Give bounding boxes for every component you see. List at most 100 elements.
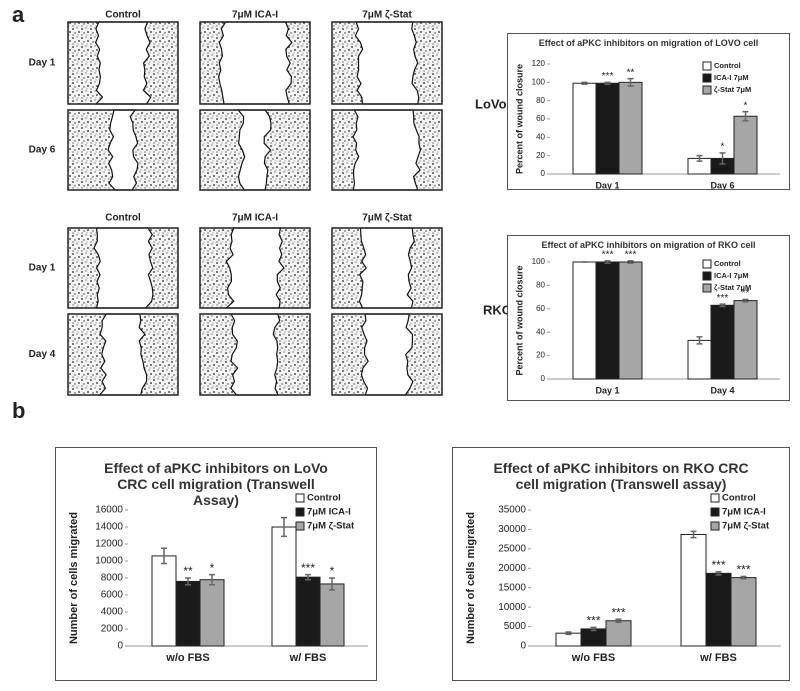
micrograph-frame: [67, 21, 179, 105]
bar: [555, 632, 582, 647]
micrograph-frame: [67, 109, 179, 191]
chart: 0 20 40 60 80 100 Percent of wound closure Day …: [514, 249, 780, 395]
error-bar: [209, 573, 215, 586]
y-tick-label: 8000: [101, 573, 124, 584]
y-tick-label: 40: [536, 327, 545, 336]
bar: [199, 579, 225, 647]
bar: [680, 533, 707, 647]
wound-area: [93, 227, 154, 309]
legend-swatch: [710, 507, 720, 517]
error-bar: [742, 110, 749, 122]
significance-label: *: [210, 561, 215, 575]
panel-label: b: [12, 398, 25, 423]
significance-label: ***: [301, 561, 315, 575]
y-tick-label: 0: [117, 641, 123, 652]
column-label: 7μM ζ-Stat: [362, 213, 412, 224]
y-tick-label: 30000: [498, 524, 526, 535]
chart-box: 0 5000 10000 15000 20000 25000 30000 35000 Numbe…: [452, 447, 790, 681]
legend-swatch: [295, 521, 305, 531]
y-tick-label: 20: [536, 351, 545, 360]
y-axis-label: Percent of wound closure: [514, 265, 524, 375]
chart-box: 0 20 40 60 80 100 120 Percent of wound closure D…: [507, 33, 790, 190]
legend-label: ICA-I 7μM: [714, 271, 749, 280]
error-bar: [740, 575, 747, 580]
y-axis-label: Percent of wound closure: [514, 64, 524, 174]
micrograph-frame: [331, 227, 443, 309]
wound-area: [352, 109, 422, 191]
error-bar: [627, 77, 634, 87]
significance-label: ***: [602, 71, 614, 82]
y-tick-label: 0: [541, 374, 546, 383]
error-bar: [581, 81, 588, 85]
error-bar: [604, 260, 611, 264]
bar: [705, 572, 732, 647]
legend-label: 7μM ICA-I: [307, 507, 351, 518]
legend-swatch: [702, 271, 712, 281]
bar: [730, 577, 757, 647]
bar: [572, 261, 597, 380]
micrograph-frame: [331, 21, 443, 105]
wound-area: [360, 313, 414, 396]
row-label: Day 1: [29, 263, 56, 274]
y-tick-label: 25000: [498, 543, 526, 554]
micrograph-frame: [67, 313, 179, 396]
bar: [319, 583, 345, 647]
cell-line-label: RKO: [483, 302, 512, 317]
column-label: Control: [105, 213, 141, 224]
y-tick-label: 40: [536, 132, 545, 141]
column-label: Control: [105, 10, 141, 21]
y-tick-label: 4000: [101, 607, 124, 618]
y-tick-label: 12000: [95, 539, 123, 550]
legend-swatch: [710, 493, 720, 503]
legend-label: 7μM ζ-Stat: [307, 521, 355, 532]
bar: [710, 304, 735, 380]
x-tick-label: Day 6: [710, 180, 734, 189]
significance-label: ***: [736, 563, 750, 577]
y-tick-label: 0: [541, 169, 546, 178]
y-tick-label: 20000: [498, 563, 526, 574]
micrograph-frame: [331, 109, 443, 191]
chart-title: Effect of aPKC inhibitors on RKO CRC cel…: [493, 460, 749, 492]
legend-swatch: [702, 85, 712, 95]
row-label: Day 1: [29, 58, 56, 69]
y-tick-label: 16000: [95, 505, 123, 516]
y-tick-label: 60: [536, 304, 545, 313]
y-tick-label: 60: [536, 114, 545, 123]
significance-label: **: [742, 288, 750, 299]
legend-swatch: [702, 73, 712, 83]
error-bar: [329, 577, 335, 591]
y-tick-label: 100: [532, 77, 546, 86]
bar: [572, 82, 597, 175]
x-tick-label: w/o FBS: [165, 652, 209, 664]
significance-label: **: [627, 67, 635, 78]
chart-title: Effect of aPKC inhibitors on LoVo CRC ce…: [104, 460, 328, 508]
error-bar: [719, 152, 726, 165]
legend-swatch: [295, 507, 305, 517]
bar: [271, 526, 297, 647]
error-bar: [604, 81, 611, 85]
micrograph-frame: [199, 109, 311, 191]
bar: [605, 620, 632, 647]
significance-label: ***: [717, 293, 729, 304]
y-tick-label: 14000: [95, 522, 123, 533]
y-tick-label: 10000: [498, 602, 526, 613]
column-label: 7μM ζ-Stat: [362, 10, 412, 21]
y-tick-label: 2000: [101, 624, 124, 635]
legend-swatch: [702, 283, 712, 293]
significance-label: ***: [602, 249, 614, 260]
x-tick-label: w/o FBS: [571, 652, 615, 664]
error-bar: [690, 530, 697, 539]
column-label: 7μM ICA-I: [232, 213, 278, 224]
bar: [733, 115, 758, 175]
bar: [595, 82, 620, 175]
bar: [175, 580, 201, 647]
wound-area: [354, 21, 420, 105]
chart: 0 20 40 60 80 100 120 Percent of wound closure D…: [514, 59, 780, 189]
legend-swatch: [702, 259, 712, 269]
micrograph-frame: [199, 227, 311, 309]
legend-label: 7μM ζ-Stat: [722, 521, 770, 532]
legend-label: Control: [714, 61, 741, 70]
micrograph-frame: [67, 227, 179, 309]
chart: 0 5000 10000 15000 20000 25000 30000 35000 Numbe…: [465, 493, 781, 664]
